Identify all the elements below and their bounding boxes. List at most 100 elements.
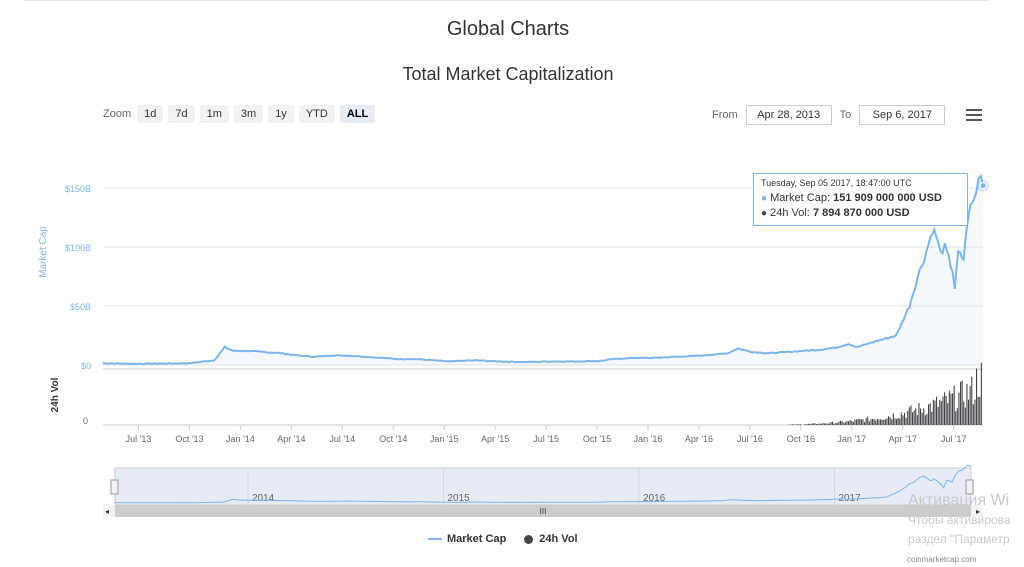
zoom-button-all[interactable]: ALL	[339, 105, 376, 123]
zoom-button-7d[interactable]: 7d	[168, 105, 195, 123]
zoom-button-3m[interactable]: 3m	[233, 105, 264, 123]
volume-bar	[868, 421, 870, 425]
volume-bar	[870, 419, 872, 425]
x-tick-label: Jul '17	[941, 434, 967, 444]
volume-bar	[849, 420, 851, 425]
top-divider	[24, 0, 990, 1]
volume-bar	[944, 392, 946, 425]
zoom-button-1d[interactable]: 1d	[137, 105, 164, 123]
x-tick-label: Jan '17	[837, 434, 866, 444]
volume-bar	[841, 421, 843, 425]
volume-bar	[884, 419, 886, 425]
volume-bar	[929, 403, 931, 425]
volume-bar	[800, 424, 802, 425]
volume-bar	[825, 423, 827, 425]
navigator-year-label: 2016	[643, 493, 666, 504]
volume-bar	[904, 412, 906, 425]
volume-bar	[939, 399, 941, 425]
zoom-button-1m[interactable]: 1m	[199, 105, 229, 123]
scrollbar-thumb	[115, 505, 971, 517]
volume-bar	[819, 423, 821, 425]
volume-bar	[881, 419, 883, 425]
hamburger-menu-icon[interactable]	[966, 109, 982, 121]
volume-bar	[811, 423, 813, 425]
volume-bar	[940, 401, 942, 425]
legend-market-cap-label: Market Cap	[447, 533, 507, 545]
volume-bar	[832, 421, 834, 425]
volume-bar	[953, 385, 955, 425]
to-label: To	[839, 109, 852, 121]
volume-bar	[883, 419, 885, 425]
volume-bar	[836, 422, 838, 425]
y-axis: $0 $50B $100B $150B Market Cap 24h Vol 0	[38, 184, 91, 426]
tooltip-date: Tuesday, Sep 05 2017, 18:47:00 UTC	[761, 178, 912, 188]
legend-market-cap[interactable]: Market Cap	[428, 533, 506, 545]
tooltip-cap-value: 151 909 000 000 USD	[833, 192, 942, 204]
legend: Market Cap 24h Vol	[428, 533, 596, 545]
volume-bar	[916, 415, 918, 425]
volume-bar	[880, 419, 882, 425]
volume-bar	[852, 421, 854, 425]
volume-bar	[862, 419, 864, 425]
volume-bar	[865, 417, 867, 425]
volume-bar	[937, 406, 939, 425]
volume-bar	[844, 422, 846, 425]
market-cap-area	[103, 175, 983, 365]
volume-bar	[969, 386, 971, 425]
volume-bar	[796, 424, 798, 425]
volume-bar	[958, 392, 960, 425]
volume-bar	[848, 421, 850, 425]
volume-bar	[952, 393, 954, 425]
x-tick-label: Apr '16	[685, 434, 713, 444]
hover-marker	[977, 179, 989, 192]
from-date-input[interactable]: Apr 28, 2013	[745, 105, 832, 125]
volume-bar	[902, 415, 904, 425]
volume-bar	[921, 412, 923, 425]
volume-bar	[928, 404, 930, 425]
zoom-button-ytd[interactable]: YTD	[298, 105, 335, 123]
volume-bar	[840, 420, 842, 425]
x-tick-label: Oct '16	[787, 434, 815, 444]
volume-bar	[835, 423, 837, 425]
to-date-input[interactable]: Sep 6, 2017	[859, 105, 946, 125]
credit-link[interactable]: coinmarketcap.com	[907, 555, 977, 564]
volume-bar	[960, 381, 962, 425]
volume-bar	[886, 418, 888, 425]
legend-24h-vol[interactable]: 24h Vol	[524, 533, 578, 545]
volume-bar	[828, 423, 830, 425]
scroll-right-arrow-icon: ▸	[976, 507, 980, 516]
volume-bar	[971, 376, 973, 425]
x-tick-label: Jan '16	[634, 434, 663, 444]
navigator[interactable]: 2014 2015 2016 2017 III ◂ ▸	[103, 464, 983, 517]
x-tick-label: Jul '13	[126, 434, 152, 444]
volume-bar	[905, 417, 907, 425]
volume-bar	[932, 399, 934, 425]
navigator-year-label: 2015	[448, 493, 471, 504]
tooltip: Tuesday, Sep 05 2017, 18:47:00 UTC ● Mar…	[753, 173, 968, 226]
volume-bar	[859, 419, 861, 425]
from-label: From	[712, 109, 738, 121]
volume-bar	[942, 396, 944, 425]
volume-bar	[843, 422, 845, 425]
volume-bar	[936, 396, 938, 425]
volume-bar	[888, 416, 890, 425]
volume-bar	[945, 395, 947, 425]
volume-bar	[798, 424, 800, 425]
volume-bar	[926, 413, 928, 425]
y-tick-label: $0	[81, 361, 91, 371]
x-tick-label: Apr '14	[277, 434, 305, 444]
volume-bar	[792, 424, 794, 425]
activation-watermark: Активация Wi Чтобы активирова раздел "Па…	[908, 491, 1010, 549]
tooltip-cap-label: Market Cap:	[770, 192, 831, 204]
x-tick-label: Jul '14	[329, 434, 355, 444]
volume-bar	[956, 408, 958, 425]
zoom-button-1y[interactable]: 1y	[268, 105, 294, 123]
volume-bar	[889, 417, 891, 425]
volume-bar	[809, 423, 811, 425]
volume-bar	[915, 408, 917, 425]
vol-bullet-icon: ●	[761, 208, 768, 219]
volume-bar	[947, 403, 949, 425]
volume-bar	[934, 400, 936, 425]
scrollbar-grip-label: III	[540, 507, 547, 516]
